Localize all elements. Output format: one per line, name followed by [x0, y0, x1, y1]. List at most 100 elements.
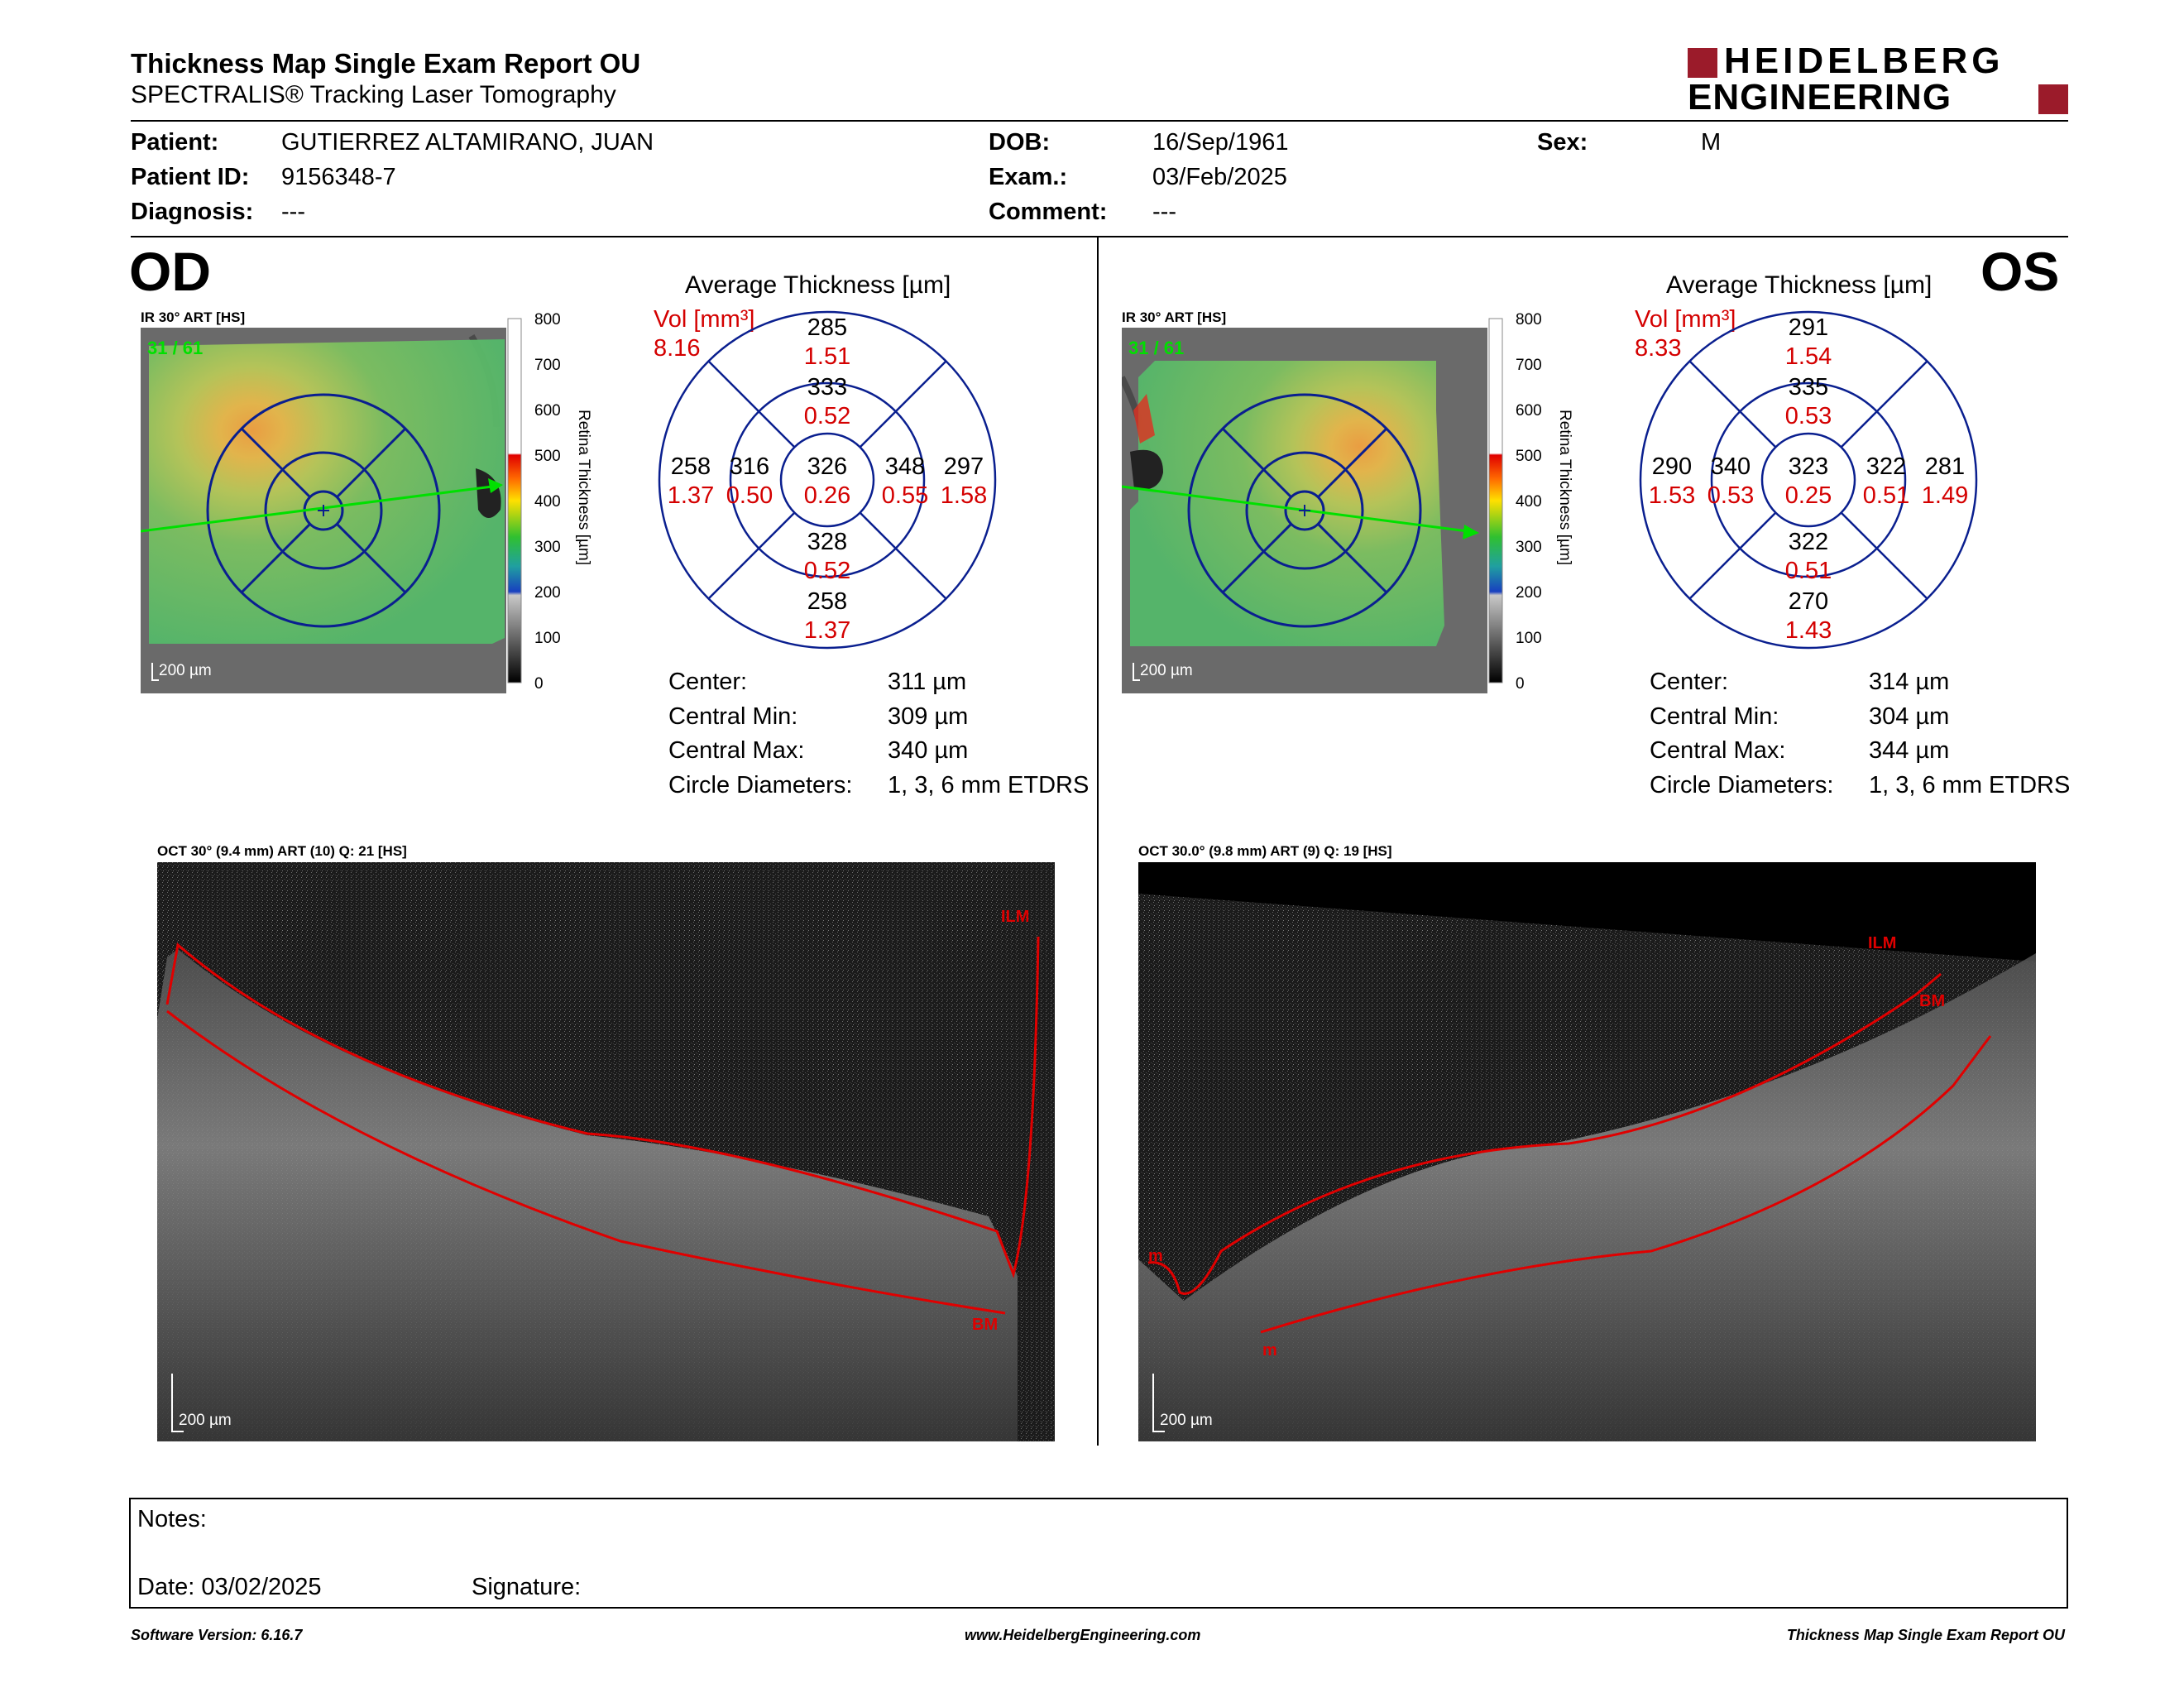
od-inner-nasal-t: 348 [885, 453, 925, 480]
od-scan-arrow-icon [488, 478, 503, 493]
os-scale-bar [1133, 663, 1140, 681]
notes-signature: Signature: [472, 1574, 582, 1600]
od-chart-outer-circle [658, 310, 997, 650]
od-scan-line [141, 485, 493, 533]
od-chart-inner-circle [779, 432, 875, 528]
od-scale-bar [151, 663, 159, 681]
os-diam-value: 1, 3, 6 mm ETDRS [1869, 772, 2071, 798]
logo-square-bottom [2038, 84, 2068, 114]
od-center-t: 326 [807, 453, 847, 480]
od-scale-label: 200 µm [159, 662, 212, 679]
os-oct-scale-label: 200 µm [1160, 1412, 1213, 1429]
od-diam-label: Circle Diameters: [668, 772, 853, 798]
os-oct-black-top [1138, 862, 2036, 961]
os-grid-outer-circle [1187, 393, 1422, 628]
od-optic-disc [476, 468, 501, 518]
os-oct-m2-label: m [1262, 1341, 1277, 1360]
os-min-value: 304 µm [1869, 703, 1950, 730]
os-red-patch [1133, 394, 1155, 444]
patient-label: Patient: [131, 129, 219, 156]
os-outer-inf-t: 270 [1789, 588, 1828, 615]
os-grid-line-c [1316, 427, 1388, 499]
header-divider [131, 120, 2068, 122]
os-thickness-map: 31 / 61 200 µm [1122, 328, 1487, 693]
od-grid-line-a [240, 427, 312, 499]
os-max-value: 344 µm [1869, 737, 1950, 764]
od-grid-line-d [240, 522, 312, 594]
od-etdrs-chart: 285 1.51 333 0.52 258 1.37 316 0.50 326 … [658, 310, 997, 650]
os-chart-inner-circle [1760, 432, 1856, 528]
od-center-value: 311 µm [888, 669, 967, 695]
od-eye-label: OD [129, 241, 211, 302]
os-frame-counter: 31 / 61 [1128, 338, 1184, 358]
os-inner-sup-t: 335 [1789, 374, 1828, 400]
od-grid-line-c [335, 427, 407, 499]
notes-box[interactable]: Notes: Date: 03/02/2025 Signature: [129, 1498, 2068, 1609]
od-center-label: Center: [668, 669, 748, 695]
os-oct-bm-line [1260, 1035, 1992, 1334]
os-chart-line-d [1688, 512, 1776, 600]
os-min-label: Central Min: [1650, 703, 1779, 730]
od-oct-scan: ILM BM 200 µm [157, 862, 1055, 1441]
os-inner-temp-v: 0.53 [1707, 482, 1754, 509]
report-title: Thickness Map Single Exam Report OU [131, 48, 641, 79]
os-inner-temp-t: 340 [1711, 453, 1751, 480]
od-oct-bm-label: BM [972, 1316, 998, 1334]
os-colorbar-gradient [1488, 318, 1503, 683]
footer-version: Software Version: 6.16.7 [131, 1627, 303, 1643]
od-vol-value: 8.16 [654, 335, 701, 362]
os-center-t: 323 [1789, 453, 1828, 480]
logo-square-top [1688, 48, 1717, 78]
od-outer-nasal-v: 1.58 [941, 482, 987, 509]
comment-value: --- [1152, 199, 1176, 225]
os-oct-m1-label: m [1148, 1247, 1163, 1265]
os-ir-label: IR 30° ART [HS] [1122, 309, 1227, 325]
od-inner-temp-v: 0.50 [726, 482, 773, 509]
patient-id-label: Patient ID: [131, 164, 250, 190]
os-grid-inner-circle [1245, 451, 1364, 570]
od-min-value: 309 µm [888, 703, 969, 730]
od-cbar-tick-100: 100 [534, 630, 561, 647]
os-outer-temp-v: 1.53 [1649, 482, 1695, 509]
os-scale-label: 200 µm [1140, 662, 1193, 679]
od-outer-temp-t: 258 [671, 453, 711, 480]
od-inner-inf-t: 328 [807, 529, 847, 555]
od-ir-label: IR 30° ART [HS] [141, 309, 246, 325]
od-max-value: 340 µm [888, 737, 969, 764]
os-chart-line-c [1841, 360, 1928, 448]
od-vol-label: Vol [mm³] [654, 306, 755, 333]
logo-line2: ENGINEERING [1688, 77, 1952, 117]
od-chart-line-b [860, 512, 947, 600]
os-avg-title: Average Thickness [µm] [1666, 271, 1933, 299]
od-cbar-tick-500: 500 [534, 448, 561, 465]
os-colorbar-title: Retina Thickness [µm] [1556, 410, 1573, 565]
exam-label: Exam.: [989, 164, 1068, 190]
od-grid-inner-circle [264, 451, 383, 570]
od-chart-line-d [707, 512, 795, 600]
od-cbar-tick-600: 600 [534, 402, 561, 420]
od-oct-ilm-label: ILM [1001, 908, 1029, 926]
dob-label: DOB: [989, 129, 1051, 156]
os-cbar-tick-100: 100 [1516, 630, 1542, 647]
os-outer-nasal-t: 281 [1925, 453, 1965, 480]
od-outer-sup-v: 1.51 [804, 343, 850, 370]
logo-line1: HEIDELBERG [1724, 41, 2004, 81]
patient-value: GUTIERREZ ALTAMIRANO, JUAN [281, 129, 654, 156]
od-cbar-tick-400: 400 [534, 493, 561, 511]
os-cbar-tick-300: 300 [1516, 539, 1542, 556]
od-chart-line-a [707, 360, 795, 448]
od-oct-scale-bar [171, 1374, 184, 1432]
os-chart-middle-circle [1710, 381, 1907, 578]
footer-url[interactable]: www.HeidelbergEngineering.com [965, 1627, 1201, 1643]
od-colorbar-title: Retina Thickness [µm] [575, 410, 592, 565]
os-cbar-tick-700: 700 [1516, 357, 1542, 374]
od-outer-inf-t: 258 [807, 588, 847, 615]
diagnosis-label: Diagnosis: [131, 199, 254, 225]
os-grid-center-circle [1284, 490, 1325, 531]
dob-value: 16/Sep/1961 [1152, 129, 1289, 156]
od-oct-label: OCT 30° (9.4 mm) ART (10) Q: 21 [HS] [157, 843, 407, 859]
notes-label: Notes: [137, 1506, 207, 1532]
os-outer-sup-t: 291 [1789, 314, 1828, 341]
os-scan-line [1122, 485, 1468, 533]
os-cbar-tick-200: 200 [1516, 584, 1542, 602]
